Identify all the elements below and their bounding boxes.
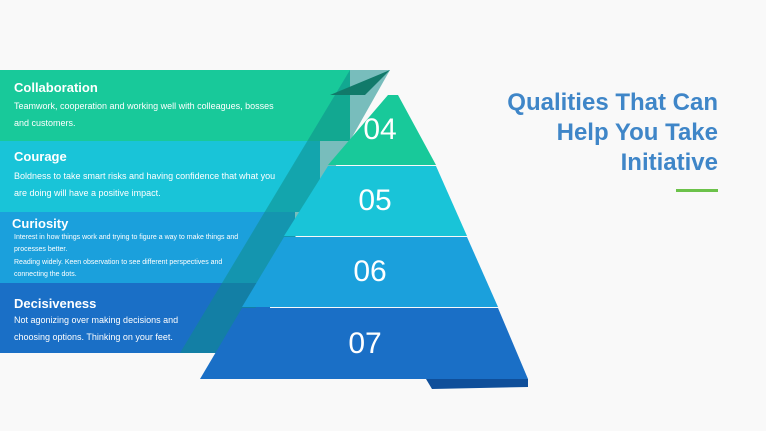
band-title: Collaboration [14,80,98,95]
band-decisiveness: Decisiveness Not agonizing over making d… [0,283,270,353]
tier-number-05: 05 [358,184,392,217]
band-desc-1: Interest in how things work and trying t… [14,234,239,253]
band-title: Decisiveness [14,296,97,311]
band-desc: Teamwork, cooperation and working well w… [14,101,274,128]
tier-number-06: 06 [353,255,387,288]
title-line-1: Qualities That Can [507,89,718,116]
band-curiosity: Curiosity Interest in how things work an… [0,212,295,283]
page-title: Qualities That Can Help You Take Initiat… [418,88,718,178]
band-title: Courage [14,149,67,164]
band-bg-courage [0,141,320,212]
band-bg-collaboration [0,70,350,141]
tier-number-07: 07 [348,327,382,360]
band-desc: Boldness to take smart risks and having … [14,171,276,198]
band-title: Curiosity [12,216,69,231]
accent-underline [676,189,718,192]
band-courage: Courage Boldness to take smart risks and… [0,141,320,212]
band-collaboration: Collaboration Teamwork, cooperation and … [0,70,350,141]
tier-number-04: 04 [363,113,397,146]
tier-07 [200,308,528,379]
band-desc-2: Reading widely. Keen observation to see … [14,259,223,278]
title-line-3: Initiative [620,149,718,176]
connector-fold [330,70,390,95]
title-line-2: Help You Take [556,119,718,146]
base-shadow [426,379,528,389]
connector-shadow [180,70,390,353]
tier-05 [284,166,467,236]
tier-06 [242,237,498,307]
band-desc: Not agonizing over making decisions and … [14,315,179,342]
tier-04 [328,95,436,165]
